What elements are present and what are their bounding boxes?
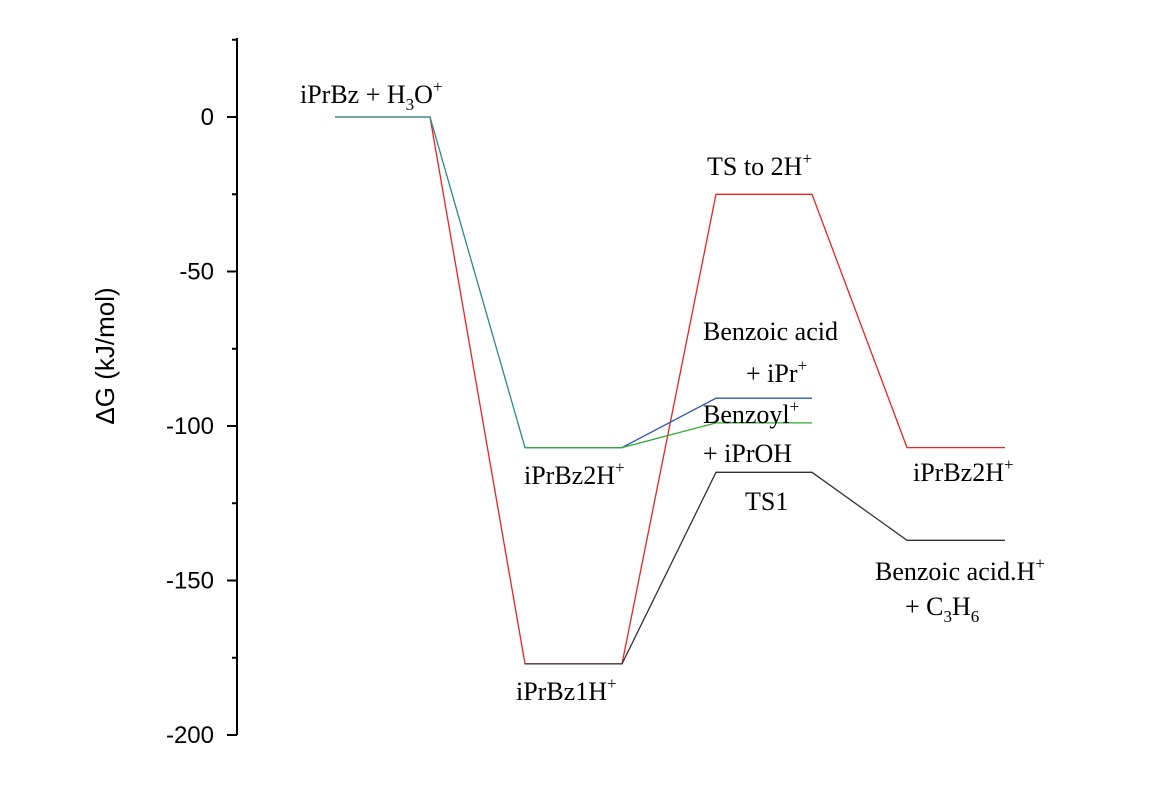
y-tick-label: -200 [166,722,214,749]
label-iprbz2h-mid: iPrBz2H+ [524,458,625,490]
label-ts1: TS1 [745,487,788,516]
label-benzoic-acid-h: Benzoic acid.H+ [875,554,1045,586]
y-ticks: 0 -50 -100 -150 -200 [166,38,237,749]
label-ts-to-2h: TS to 2H+ [707,149,812,181]
label-c3h6: + C3H6 [905,592,979,626]
series-line-5 [525,471,1005,665]
label-benzoic-acid: Benzoic acid [703,317,838,346]
series-layer [335,116,1005,665]
label-reactants: iPrBz + H3O+ [300,77,443,114]
y-tick-label: -50 [179,259,214,286]
label-plus-ipr: + iPr+ [746,356,807,388]
label-benzoyl: Benzoyl+ [703,397,799,429]
y-tick-label: 0 [201,104,214,131]
y-axis-title: ΔG (kJ/mol) [90,287,120,424]
y-tick-label: -100 [166,413,214,440]
series-line-1 [335,116,1005,665]
label-iprbz1h: iPrBz1H+ [516,674,617,706]
series-line-4 [525,422,812,449]
label-iprbz2h-right: iPrBz2H+ [913,455,1014,487]
y-tick-label: -150 [166,568,214,595]
label-plus-iproh: + iPrOH [703,439,792,468]
